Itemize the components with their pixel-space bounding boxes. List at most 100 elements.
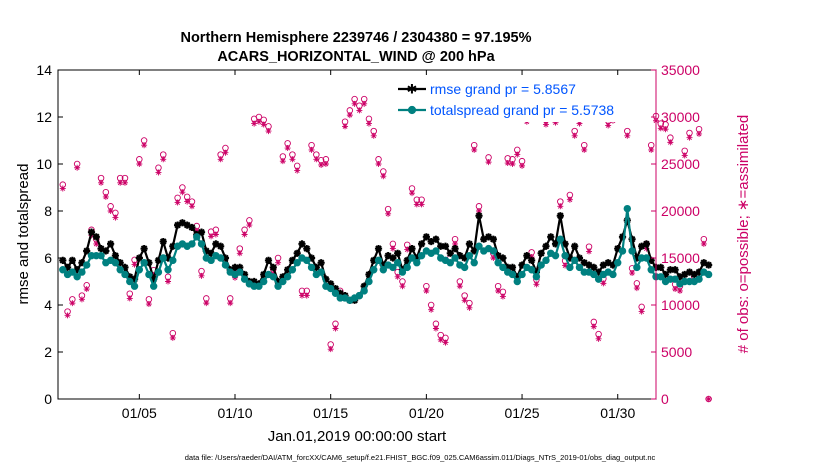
totalspread-point [618,247,627,255]
obs-assimilated-point [504,160,511,167]
x-tick-label: 01/10 [217,405,252,421]
rmse-point [585,261,593,269]
obs-assimilated-point [385,210,392,217]
totalspread-point [197,240,206,248]
x-axis-label: Jan.01,2019 00:00:00 start [268,428,447,445]
rmse-point [604,259,612,267]
totalspread-point [260,277,268,286]
rmse-point [417,240,426,248]
rmse-point [499,254,507,262]
obs-assimilated-point [562,262,569,269]
rmse-point [690,270,698,279]
right-tick-label: 35000 [661,62,700,78]
x-axis-ticks: 01/05 01/10 01/15 01/20 01/25 01/30 [122,70,635,421]
rmse-point [580,259,588,267]
totalspread-point [317,268,325,276]
rmse-point [571,242,579,250]
totalspread-point [657,273,665,281]
totalspread-point [159,254,167,262]
rmse-point [174,221,182,229]
totalspread-point [145,270,153,279]
rmse-point [518,261,526,269]
right-tick-label: 30000 [661,109,700,125]
rmse-point [150,275,158,283]
rmse-point [633,254,641,262]
obs-assimilated-point [198,272,205,279]
rmse-point [159,237,167,246]
rmse-point [403,256,411,264]
rmse-point [140,245,148,253]
obs-assimilated-point [126,295,133,302]
obs-assimilated-point [495,287,502,294]
obs-assimilated-point [676,287,683,294]
obs-assimilated-point [418,201,425,208]
left-tick-label: 6 [44,250,52,266]
left-tick-label: 8 [44,203,52,219]
totalspread-point [614,259,622,267]
obs-assimilated-point [265,128,272,135]
totalspread-point [193,233,201,241]
obs-assimilated-point [332,325,339,332]
rmse-point [288,256,297,264]
rmse-point [408,245,416,253]
totalspread-point [331,289,340,297]
obs-assimilated-point [102,193,109,200]
obs-assimilated-point [69,300,76,307]
obs-assimilated-point [571,132,578,139]
right-tick-label: 5000 [661,344,692,360]
obs-assimilated-point [389,245,396,252]
rmse-point [618,233,627,241]
obs-assimilated-point [590,323,597,330]
obs-assimilated-point [255,118,262,125]
obs-assimilated-point [432,325,439,332]
rmse-point [661,270,670,279]
obs-assimilated-point [686,134,693,141]
rmse-point [647,256,655,264]
obs-assimilated-point [121,179,128,186]
obs-assimilated-point [212,231,219,238]
obs-assimilated-point [437,336,444,343]
right-tick-label: 15000 [661,250,700,266]
rmse-point [623,216,631,224]
right-tick-label: 10000 [661,297,700,313]
obs-assimilated-point [466,304,473,311]
rmse-point [221,254,230,262]
obs-assimilated-point [284,145,291,152]
rmse-point [705,261,713,269]
rmse-point [542,242,550,250]
totalspread-point [628,247,636,255]
obs-assimilated-point [74,164,81,171]
obs-assimilated-point [117,179,124,186]
left-axis-ticks: 0 2 4 6 8 10 12 14 [36,62,63,407]
totalspread-point [116,266,124,274]
x-tick-label: 01/25 [505,405,540,421]
totalspread-point [188,240,196,248]
obs-assimilated-point [705,396,712,402]
x-tick-label: 01/20 [409,405,444,421]
rmse-point [250,277,258,286]
obs-assimilated-point [294,167,301,174]
totalspread-point [78,268,86,276]
left-tick-label: 12 [36,109,52,125]
totalspread-point [59,266,67,274]
rmse-point [130,275,139,283]
rmse-point [183,221,191,229]
legend-rmse-marker: ✱ [407,83,418,98]
rmse-point [599,261,607,269]
obs-assimilated-point [303,292,310,299]
rmse-point [317,259,325,267]
right-tick-label: 0 [661,391,669,407]
totalspread-point [288,266,297,274]
obs-assimilated-point [64,312,71,319]
rmse-point [379,261,387,269]
totalspread-point [609,270,617,279]
totalspread-point [303,256,311,265]
rmse-point [465,240,474,248]
totalspread-point [556,235,565,243]
totalspread-point [489,247,498,255]
right-axis-ticks: 0 5000 10000 15000 20000 25000 30000 35000 [651,62,700,407]
obs-assimilated-point [208,233,215,240]
obs-assimilated-point [174,199,181,206]
obs-assimilated-point [289,156,296,163]
